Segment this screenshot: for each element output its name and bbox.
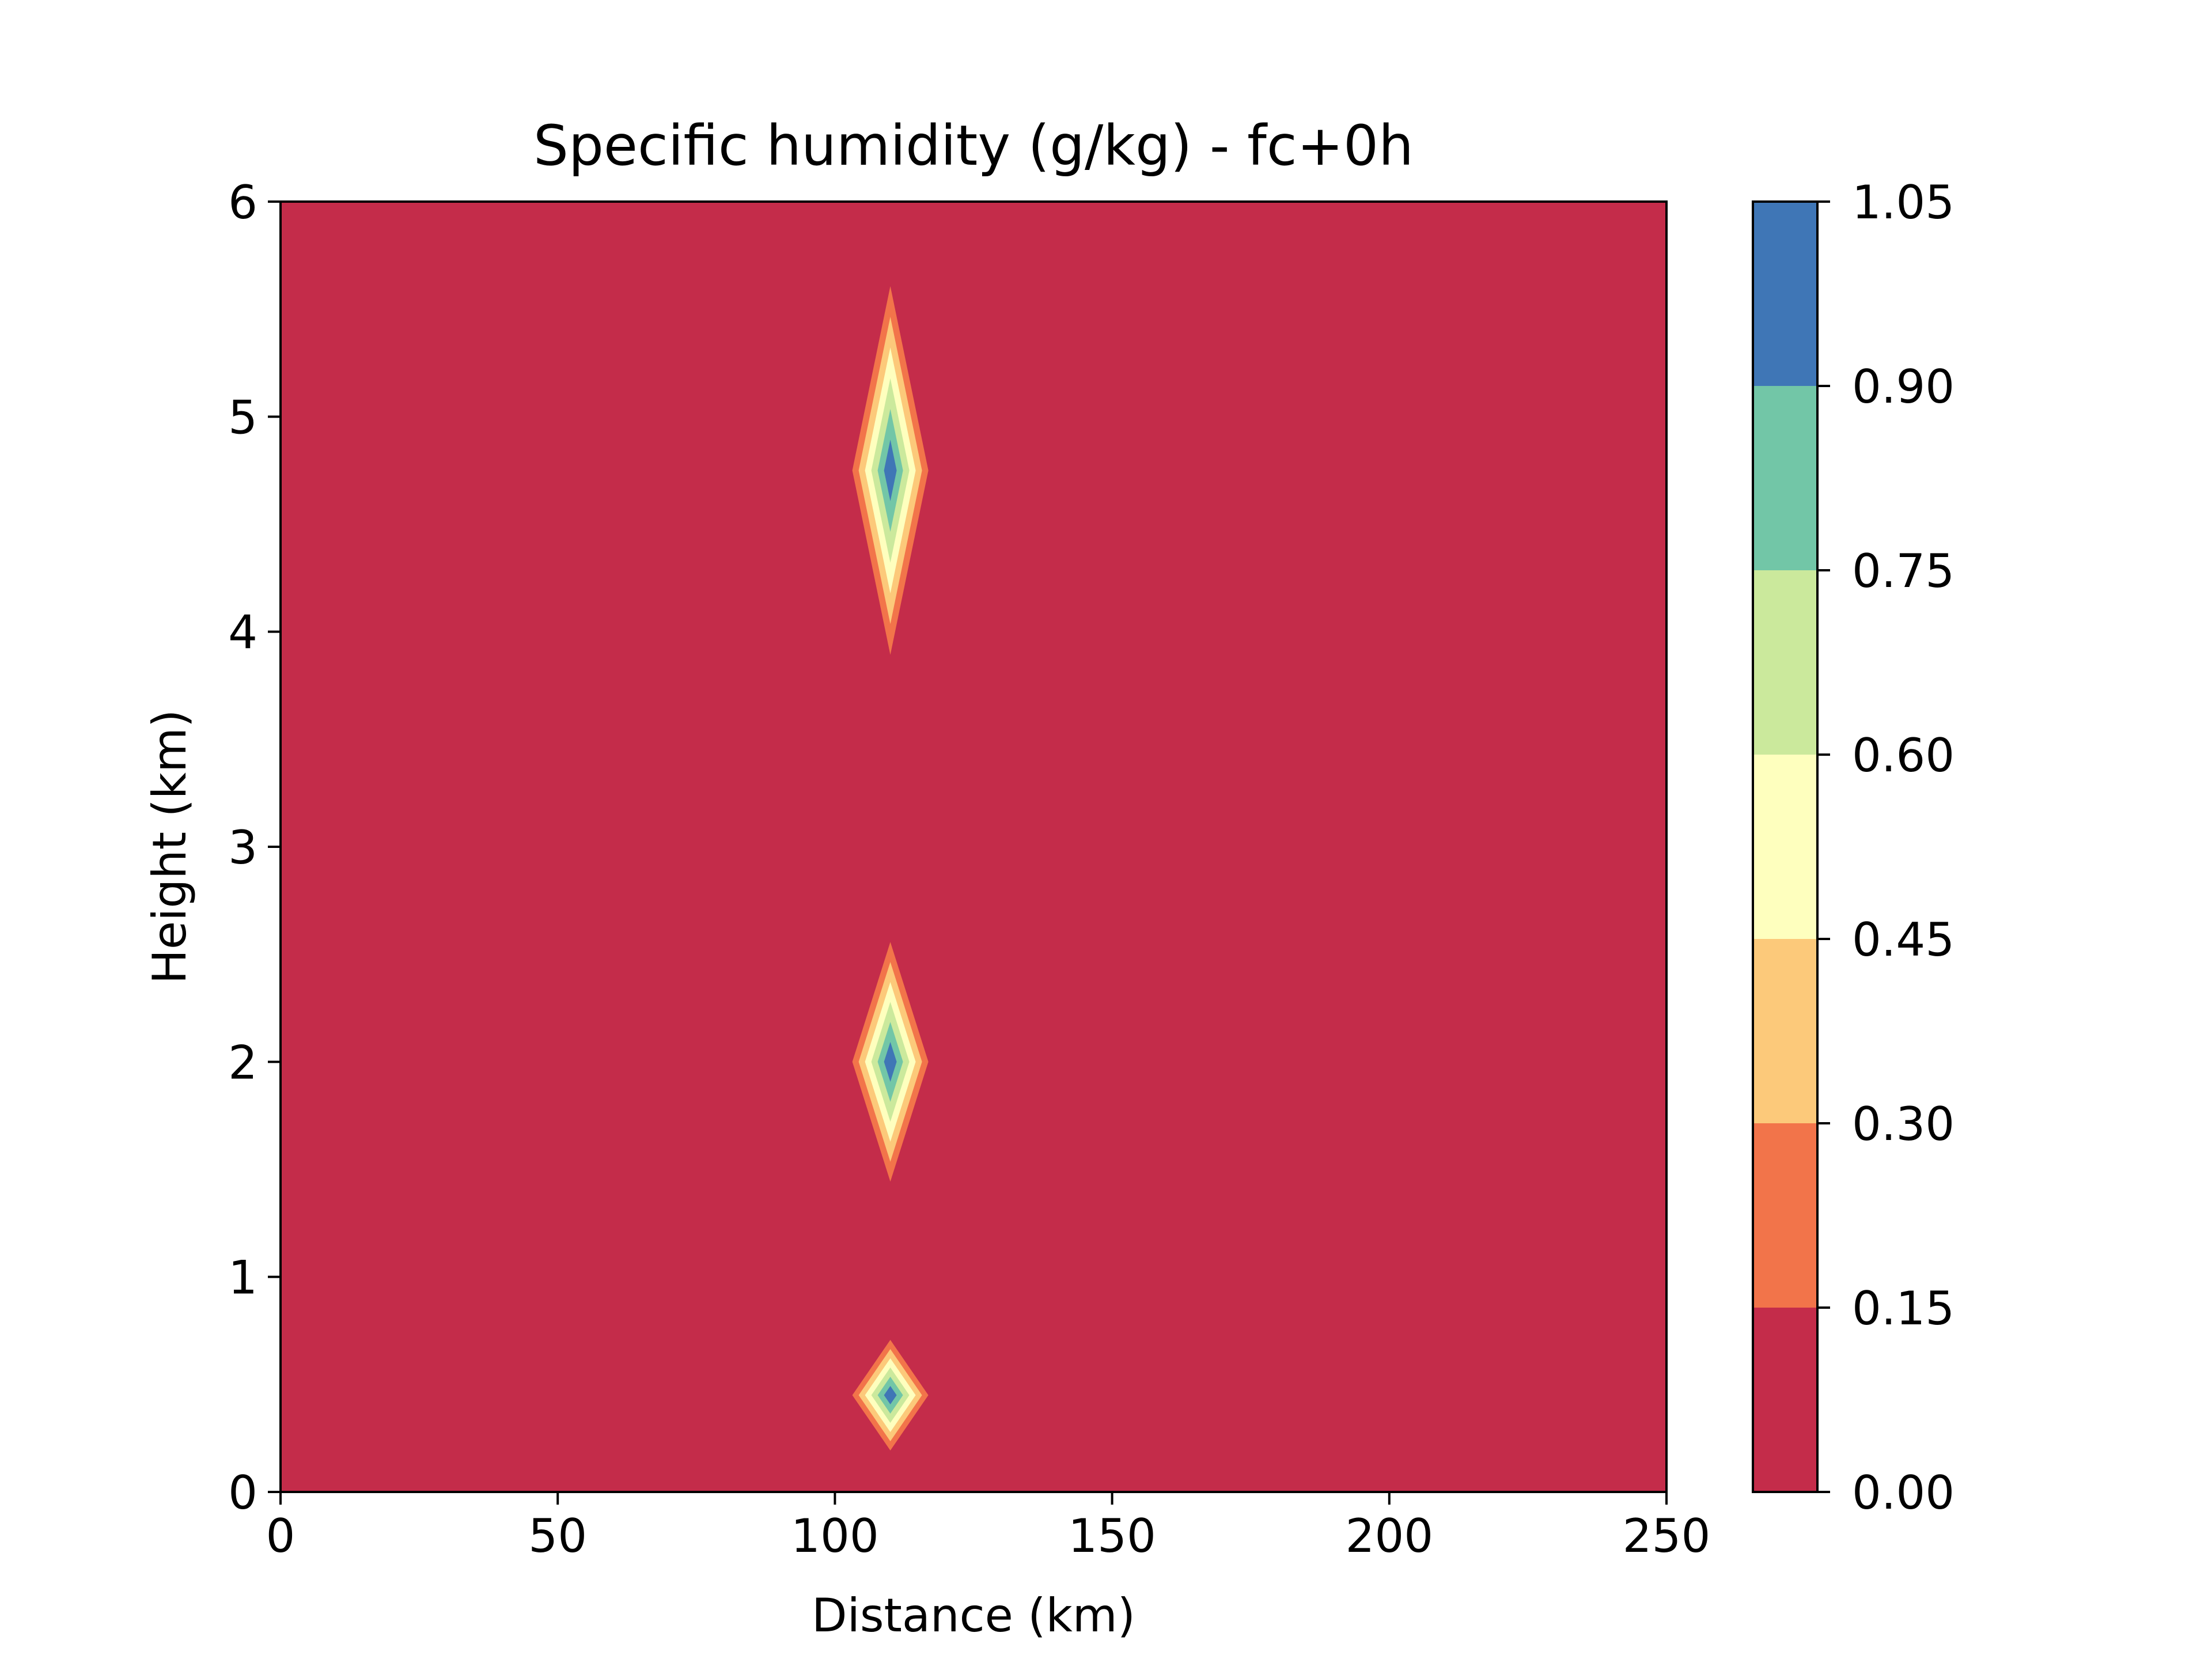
- colorbar-tick-label: 0.75: [1852, 544, 1955, 598]
- colorbar-tick-label: 0.45: [1852, 913, 1955, 967]
- x-tick-label: 250: [1623, 1509, 1711, 1563]
- y-tick-label: 5: [228, 391, 257, 444]
- y-axis-label: Height (km): [143, 710, 196, 984]
- colorbar-tick-label: 1.05: [1852, 176, 1955, 229]
- colorbar-frame: [1752, 200, 1819, 1493]
- y-tick-label: 6: [228, 176, 257, 229]
- colorbar-band: [1753, 755, 1817, 939]
- y-tick-label: 3: [228, 821, 257, 874]
- colorbar-tick-label: 0.15: [1852, 1282, 1955, 1335]
- moisture-peak: [852, 286, 929, 655]
- y-tick-label: 4: [228, 606, 257, 660]
- colorbar-band: [1753, 939, 1817, 1123]
- y-tick-label: 1: [228, 1251, 257, 1305]
- chart-title: Specific humidity (g/kg) - fc+0h: [533, 113, 1414, 178]
- x-tick-label: 100: [791, 1509, 879, 1563]
- contour-band: [884, 1041, 897, 1082]
- colorbar-tick-label: 0.60: [1852, 729, 1955, 782]
- colorbar-band: [1753, 1123, 1817, 1308]
- x-tick-label: 50: [528, 1509, 587, 1563]
- x-axis-label: Distance (km): [812, 1589, 1135, 1642]
- colorbar: 0.00 0.15 0.30 0.45 0.60 0.75 0.90 1.05: [1752, 176, 1955, 1520]
- x-tick-label: 200: [1345, 1509, 1433, 1563]
- colorbar-tick-label: 0.30: [1852, 1097, 1955, 1151]
- y-tick-label: 2: [228, 1036, 257, 1089]
- colorbar-band: [1753, 386, 1817, 570]
- colorbar-band: [1753, 202, 1817, 386]
- plot-area: [279, 200, 1668, 1493]
- moisture-peak: [852, 942, 929, 1182]
- contour-band: [884, 440, 897, 501]
- contour-regions: [852, 286, 929, 1450]
- colorbar-tick-label: 0.00: [1852, 1466, 1955, 1520]
- colorbar-band: [1753, 570, 1817, 755]
- contour-band: [884, 1386, 897, 1404]
- colorbar-tick-label: 0.90: [1852, 360, 1955, 414]
- moisture-peak: [852, 1340, 929, 1450]
- x-axis: 0 50 100 150 200 250: [266, 1492, 1711, 1563]
- y-axis: 0 1 2 3 4 5 6: [228, 176, 281, 1520]
- x-tick-label: 0: [266, 1509, 296, 1563]
- plot-background: [281, 202, 1666, 1492]
- y-tick-label: 0: [228, 1466, 257, 1520]
- colorbar-band: [1753, 1308, 1817, 1492]
- x-tick-label: 150: [1068, 1509, 1156, 1563]
